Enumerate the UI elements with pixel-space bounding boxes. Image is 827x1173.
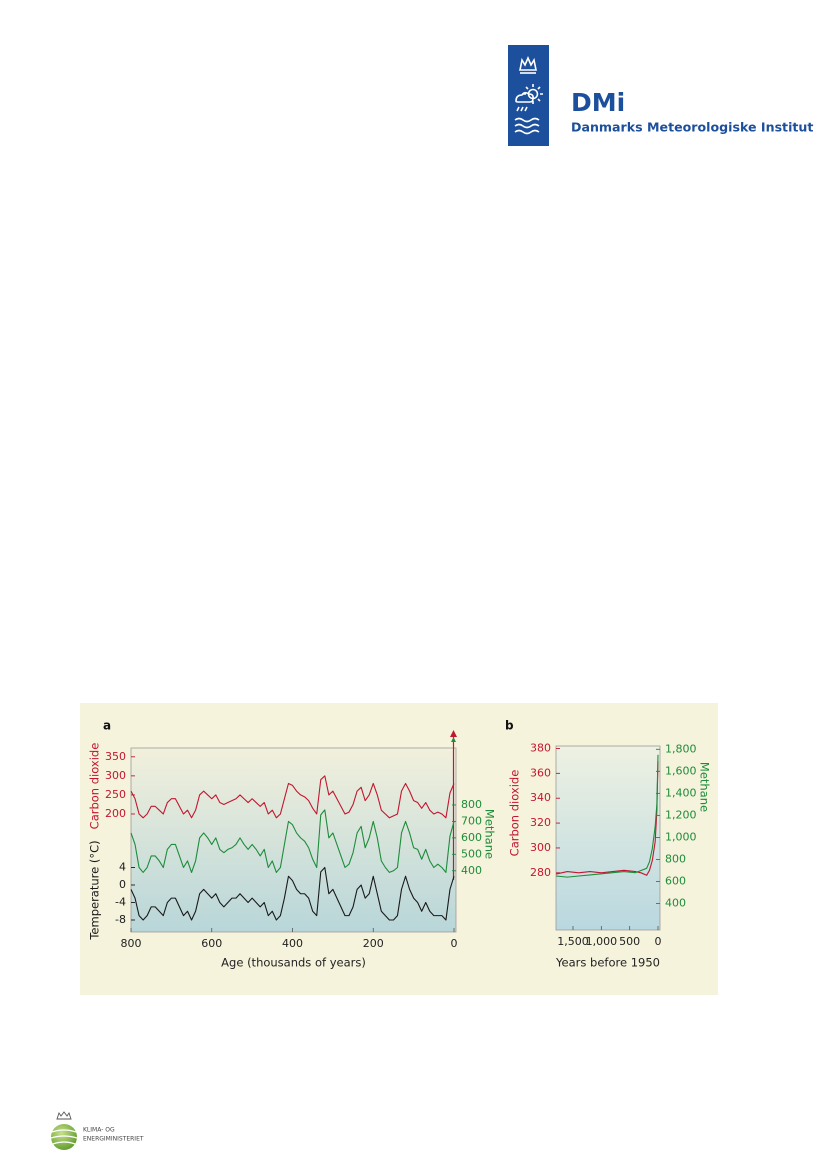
panel-label: a	[103, 719, 111, 733]
data-line	[130, 775, 455, 819]
dmi-logo: DMi Danmarks Meteorologiske Institut	[508, 45, 813, 146]
y-tick-label: 1,000	[665, 830, 697, 843]
y-tick-label: 350	[105, 750, 126, 763]
x-tick-label: 500	[619, 935, 640, 948]
y-axis-label: Methane	[698, 762, 712, 812]
recent-arrow	[450, 730, 457, 880]
x-tick-label: 400	[282, 937, 303, 950]
x-tick-label: 200	[363, 937, 384, 950]
y-tick-label: -4	[115, 896, 126, 909]
data-line	[555, 754, 659, 878]
institute-name: Danmarks Meteorologiske Institut	[571, 120, 813, 135]
x-axis-label: Years before 1950	[555, 956, 660, 970]
x-tick-label: 0	[655, 935, 662, 948]
y-tick-label: 400	[665, 897, 686, 910]
y-tick-label: 800	[461, 798, 482, 811]
x-axis-label: Age (thousands of years)	[221, 956, 366, 970]
plot-area-b	[555, 745, 661, 931]
y-axis-label: Carbon dioxide	[88, 743, 102, 830]
y-tick-label: 250	[105, 788, 126, 801]
y-tick-label: 280	[530, 866, 551, 879]
y-tick-label: 0	[119, 878, 126, 891]
x-tick-label: 1,000	[586, 935, 618, 948]
y-tick-label: 340	[530, 791, 551, 804]
x-tick-label: 0	[451, 937, 458, 950]
y-tick-label: 300	[530, 841, 551, 854]
y-tick-label: -8	[115, 913, 126, 926]
y-tick-label: 4	[119, 861, 126, 874]
y-tick-label: 600	[461, 831, 482, 844]
x-tick-label: 600	[201, 937, 222, 950]
logo-icon	[514, 55, 543, 135]
y-axis-label: Carbon dioxide	[508, 770, 522, 857]
y-tick-label: 1,800	[665, 742, 697, 755]
y-tick-label: 700	[461, 814, 482, 827]
y-tick-label: 1,600	[665, 764, 697, 777]
y-tick-label: 320	[530, 816, 551, 829]
logo-wordmark: DMi	[571, 88, 625, 117]
y-tick-label: 360	[530, 766, 551, 779]
y-tick-label: 400	[461, 864, 482, 877]
data-line	[130, 866, 455, 921]
data-line	[555, 760, 659, 876]
y-tick-label: 200	[105, 807, 126, 820]
y-tick-label: 380	[530, 741, 551, 754]
y-tick-label: 500	[461, 847, 482, 860]
panel-label: b	[505, 719, 514, 733]
x-tick-label: 800	[121, 937, 142, 950]
y-axis-label: Temperature (°C)	[88, 840, 102, 940]
y-tick-label: 1,200	[665, 808, 697, 821]
x-tick-label: 1,500	[557, 935, 589, 948]
y-tick-label: 1,400	[665, 786, 697, 799]
ministry-logo: KLIMA- OG ENERGIMINISTERIET	[50, 1111, 144, 1150]
y-tick-label: 800	[665, 852, 686, 865]
y-axis-label: Methane	[483, 809, 497, 859]
ministry-name: ENERGIMINISTERIET	[83, 1136, 144, 1143]
y-tick-label: 300	[105, 769, 126, 782]
ministry-name: KLIMA- OG	[83, 1127, 115, 1134]
data-line	[130, 809, 455, 873]
y-tick-label: 600	[665, 875, 686, 888]
plot-area-a	[130, 747, 457, 933]
